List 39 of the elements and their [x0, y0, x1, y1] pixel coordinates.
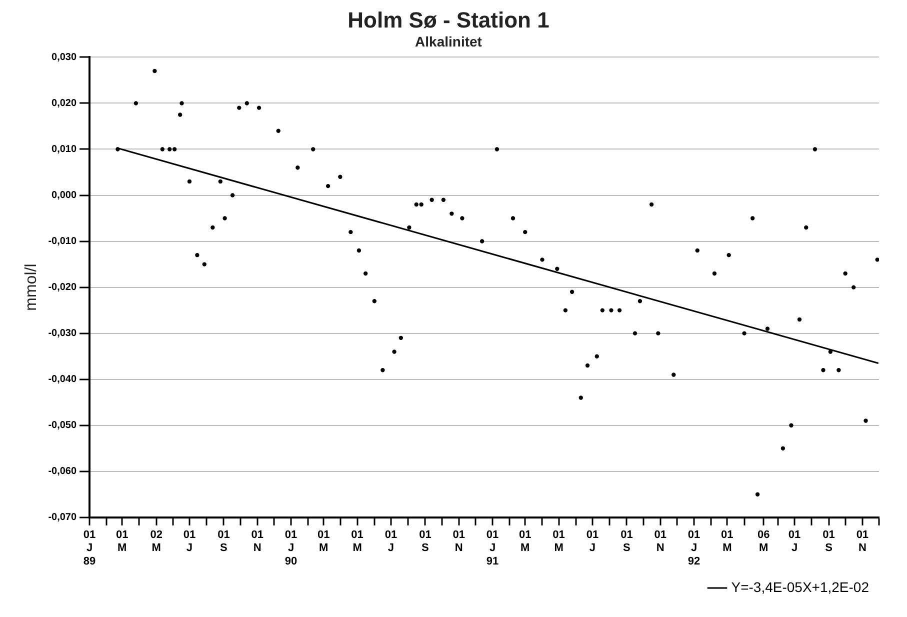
- y-tick-label: 0,000: [52, 190, 77, 202]
- y-tick-label: 0,020: [52, 98, 77, 109]
- x-tick-label: 01 J: [788, 529, 801, 554]
- y-tick-label: 0,010: [52, 144, 77, 155]
- y-tick-label: -0,040: [48, 374, 77, 386]
- x-tick-label: 01 N: [251, 529, 264, 554]
- y-tick-label: -0,030: [48, 328, 77, 340]
- x-tick-label: 01 S: [822, 529, 835, 554]
- x-tick-label: 01 J 89: [83, 529, 96, 568]
- y-tick-label: -0,050: [48, 420, 77, 432]
- x-tick-label: 01 M: [552, 529, 565, 554]
- chart-title: Holm Sø - Station 1: [348, 7, 550, 32]
- x-tick-label: 01 M: [116, 529, 128, 554]
- y-tick-label: -0,020: [48, 282, 77, 294]
- x-tick-label: 01 N: [654, 529, 667, 554]
- y-tick-label: 0,030: [52, 52, 77, 63]
- y-axis-title: mmol/l: [23, 264, 40, 311]
- x-tick-label: 01 S: [218, 529, 230, 554]
- y-tick-label: -0,070: [48, 512, 77, 524]
- x-tick-label: 01 M: [318, 529, 330, 554]
- x-tick-label: 01 J: [183, 529, 196, 554]
- x-tick-label: 01 J: [384, 529, 398, 554]
- x-tick-label: 01 S: [620, 529, 633, 554]
- x-tick-label: 01 M: [721, 529, 734, 554]
- y-tick-label: -0,010: [48, 236, 77, 248]
- x-tick-label: 02 M: [150, 529, 162, 554]
- x-tick-label: 01 J: [586, 529, 599, 554]
- x-tick-label: 01 J 90: [284, 529, 298, 568]
- x-tick-label: 01 M: [351, 529, 364, 554]
- x-tick-label: 01 J 91: [486, 529, 499, 568]
- x-tick-label: 01 N: [856, 529, 869, 554]
- x-tick-label: 01 N: [452, 529, 466, 554]
- legend-label: Y=-3,4E-05X+1,2E-02: [731, 578, 870, 595]
- chart-subtitle: Alkalinitet: [415, 34, 482, 50]
- x-tick-label: 01 J 92: [688, 529, 700, 568]
- y-tick-label: -0,060: [48, 466, 77, 478]
- x-tick-label: 06 M: [757, 529, 770, 554]
- x-tick-label: 01 M: [519, 529, 532, 554]
- x-tick-label: 01 S: [419, 529, 432, 554]
